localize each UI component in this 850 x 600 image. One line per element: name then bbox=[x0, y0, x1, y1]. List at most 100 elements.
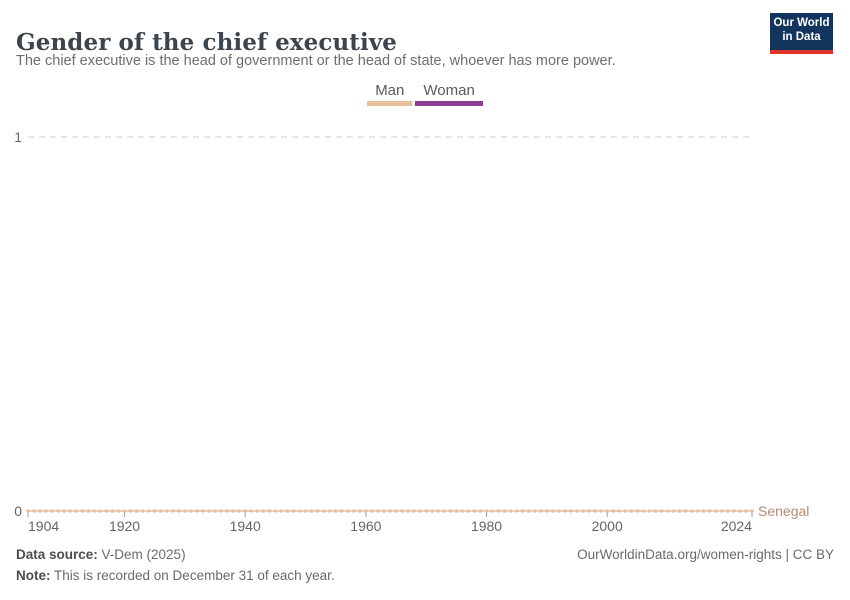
data-point[interactable] bbox=[32, 509, 36, 513]
data-point[interactable] bbox=[750, 509, 754, 513]
data-point[interactable] bbox=[478, 509, 483, 513]
data-point[interactable] bbox=[327, 509, 332, 513]
data-point[interactable] bbox=[508, 509, 513, 513]
data-point[interactable] bbox=[448, 509, 453, 513]
data-point[interactable] bbox=[146, 509, 151, 513]
data-point[interactable] bbox=[183, 509, 187, 513]
data-point[interactable] bbox=[720, 509, 724, 513]
data-point[interactable] bbox=[376, 509, 380, 513]
data-point[interactable] bbox=[213, 509, 217, 513]
data-point[interactable] bbox=[677, 509, 682, 513]
data-point[interactable] bbox=[177, 509, 181, 513]
data-point[interactable] bbox=[249, 509, 254, 513]
data-point[interactable] bbox=[714, 509, 718, 513]
data-point[interactable] bbox=[195, 509, 199, 513]
data-point[interactable] bbox=[695, 509, 700, 513]
data-point[interactable] bbox=[533, 509, 537, 513]
data-point[interactable] bbox=[315, 509, 320, 513]
data-point[interactable] bbox=[382, 509, 386, 513]
data-point[interactable] bbox=[26, 509, 30, 513]
data-point[interactable] bbox=[460, 509, 465, 513]
data-point[interactable] bbox=[502, 509, 507, 513]
data-point[interactable] bbox=[394, 509, 398, 513]
data-point[interactable] bbox=[641, 509, 646, 513]
data-point[interactable] bbox=[424, 509, 429, 513]
data-point[interactable] bbox=[701, 509, 706, 513]
data-point[interactable] bbox=[116, 509, 121, 513]
data-point[interactable] bbox=[436, 509, 441, 513]
data-point[interactable] bbox=[189, 509, 193, 513]
data-point[interactable] bbox=[496, 509, 501, 513]
data-point[interactable] bbox=[352, 509, 356, 513]
data-point[interactable] bbox=[261, 509, 266, 513]
data-point[interactable] bbox=[158, 509, 163, 513]
data-point[interactable] bbox=[291, 509, 296, 513]
series-label-senegal[interactable]: Senegal bbox=[758, 503, 809, 519]
data-point[interactable] bbox=[539, 509, 543, 513]
data-point[interactable] bbox=[267, 509, 272, 513]
data-point[interactable] bbox=[333, 509, 338, 513]
data-point[interactable] bbox=[38, 509, 42, 513]
data-point[interactable] bbox=[647, 509, 652, 513]
data-point[interactable] bbox=[110, 509, 115, 513]
data-point[interactable] bbox=[86, 509, 91, 513]
data-point[interactable] bbox=[671, 509, 676, 513]
data-point[interactable] bbox=[623, 509, 628, 513]
data-point[interactable] bbox=[345, 509, 350, 513]
data-point[interactable] bbox=[551, 509, 555, 513]
data-point[interactable] bbox=[617, 509, 622, 513]
data-point[interactable] bbox=[683, 509, 688, 513]
data-point[interactable] bbox=[563, 509, 567, 513]
data-point[interactable] bbox=[454, 509, 459, 513]
data-point[interactable] bbox=[689, 509, 694, 513]
data-point[interactable] bbox=[285, 509, 290, 513]
data-point[interactable] bbox=[128, 509, 133, 513]
data-point[interactable] bbox=[412, 509, 416, 513]
data-point[interactable] bbox=[526, 509, 531, 513]
data-point[interactable] bbox=[738, 509, 742, 513]
data-point[interactable] bbox=[243, 509, 247, 513]
data-point[interactable] bbox=[80, 509, 85, 513]
data-point[interactable] bbox=[370, 509, 374, 513]
data-point[interactable] bbox=[201, 509, 205, 513]
data-point[interactable] bbox=[581, 509, 585, 513]
data-point[interactable] bbox=[231, 509, 235, 513]
data-point[interactable] bbox=[255, 509, 260, 513]
data-point[interactable] bbox=[653, 509, 658, 513]
data-point[interactable] bbox=[164, 509, 169, 513]
data-point[interactable] bbox=[599, 509, 603, 513]
data-point[interactable] bbox=[237, 509, 241, 513]
data-point[interactable] bbox=[707, 509, 712, 513]
data-point[interactable] bbox=[225, 509, 229, 513]
data-point[interactable] bbox=[134, 509, 139, 513]
data-point[interactable] bbox=[44, 509, 48, 513]
data-point[interactable] bbox=[309, 509, 314, 513]
data-point[interactable] bbox=[207, 509, 211, 513]
data-point[interactable] bbox=[279, 509, 284, 513]
data-point[interactable] bbox=[545, 509, 549, 513]
data-point[interactable] bbox=[152, 509, 157, 513]
data-point[interactable] bbox=[388, 509, 392, 513]
data-point[interactable] bbox=[321, 509, 326, 513]
data-point[interactable] bbox=[219, 509, 223, 513]
data-point[interactable] bbox=[569, 509, 573, 513]
data-point[interactable] bbox=[56, 509, 60, 513]
data-point[interactable] bbox=[611, 509, 616, 513]
data-point[interactable] bbox=[605, 509, 609, 513]
data-point[interactable] bbox=[406, 509, 410, 513]
data-point[interactable] bbox=[297, 509, 302, 513]
data-point[interactable] bbox=[303, 509, 308, 513]
data-point[interactable] bbox=[726, 509, 730, 513]
data-point[interactable] bbox=[520, 509, 525, 513]
data-point[interactable] bbox=[104, 509, 109, 513]
data-point[interactable] bbox=[593, 509, 597, 513]
data-point[interactable] bbox=[339, 509, 344, 513]
data-point[interactable] bbox=[635, 509, 640, 513]
data-point[interactable] bbox=[744, 509, 748, 513]
data-point[interactable] bbox=[400, 509, 404, 513]
data-point[interactable] bbox=[418, 509, 422, 513]
data-point[interactable] bbox=[68, 509, 73, 513]
owid-link[interactable]: OurWorldinData.org/women-rights | CC BY bbox=[577, 547, 834, 562]
data-point[interactable] bbox=[171, 509, 175, 513]
data-point[interactable] bbox=[364, 509, 368, 513]
